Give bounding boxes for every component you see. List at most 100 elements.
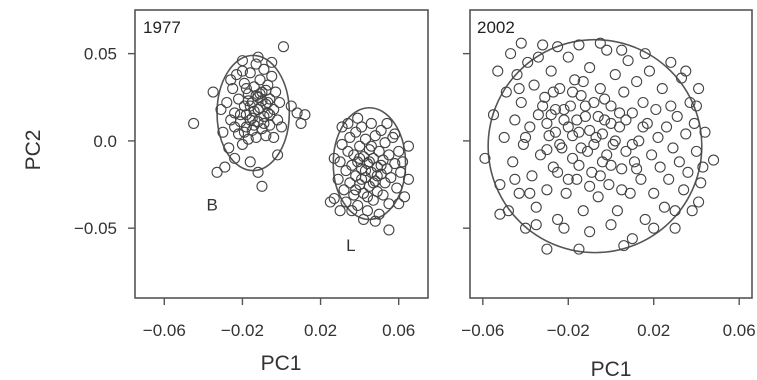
data-point <box>628 156 641 168</box>
point-layer <box>479 37 720 255</box>
data-point <box>637 121 649 133</box>
data-point <box>637 96 649 109</box>
data-point <box>707 154 720 166</box>
data-point <box>695 177 707 189</box>
data-point <box>626 233 638 245</box>
data-point <box>352 199 364 212</box>
data-point <box>648 222 660 234</box>
data-point <box>607 138 619 150</box>
data-point <box>541 144 553 156</box>
data-point <box>207 86 219 98</box>
data-point <box>584 62 596 74</box>
data-point <box>639 213 651 226</box>
data-point <box>494 178 506 191</box>
data-point <box>383 224 395 236</box>
data-point <box>556 142 568 154</box>
data-point <box>236 138 248 150</box>
data-point <box>399 191 411 203</box>
data-point <box>217 126 229 138</box>
data-point <box>633 135 645 147</box>
data-point <box>507 156 519 168</box>
data-point <box>669 205 681 217</box>
data-point <box>363 156 375 168</box>
data-point <box>513 187 525 199</box>
data-point <box>254 74 266 86</box>
data-point <box>575 142 587 154</box>
data-point <box>618 86 630 98</box>
data-point <box>631 76 643 88</box>
data-point <box>665 100 677 112</box>
y-axis <box>463 52 470 229</box>
data-point <box>336 121 348 133</box>
data-point <box>613 107 626 119</box>
data-point <box>511 69 523 81</box>
data-point <box>260 84 272 96</box>
data-point <box>605 159 617 171</box>
data-point <box>594 170 606 182</box>
data-point <box>605 219 617 231</box>
x-tick-label: 0.06 <box>723 321 756 340</box>
data-point <box>252 51 264 63</box>
data-point <box>599 114 611 126</box>
data-point <box>244 156 256 168</box>
data-point <box>479 152 491 164</box>
data-point <box>562 121 574 133</box>
data-point <box>605 117 617 130</box>
data-point <box>346 159 358 171</box>
data-point <box>357 213 370 226</box>
panel-title: 2002 <box>477 18 515 37</box>
data-point <box>517 138 529 150</box>
data-point <box>522 56 534 68</box>
data-point <box>291 107 303 119</box>
data-point <box>639 48 651 60</box>
x-axis: −0.06 −0.02 0.02 0.06 <box>143 298 415 340</box>
data-point <box>328 152 340 164</box>
data-point <box>299 109 311 121</box>
data-point <box>340 165 352 177</box>
data-point <box>264 109 276 121</box>
data-point <box>601 149 613 161</box>
data-point <box>626 107 638 119</box>
data-point <box>541 184 553 196</box>
data-point <box>375 159 387 171</box>
data-point <box>240 121 252 133</box>
x-tick-label: −0.06 <box>143 321 186 340</box>
data-point <box>232 93 245 105</box>
data-point <box>603 178 615 191</box>
data-point <box>571 173 583 185</box>
data-point <box>509 114 521 126</box>
data-point <box>592 110 604 123</box>
data-point <box>552 41 564 53</box>
data-point <box>377 189 389 201</box>
data-point <box>573 243 585 255</box>
data-point <box>686 205 698 217</box>
data-point <box>229 121 241 133</box>
data-point <box>332 173 344 185</box>
x-tick-label: −0.02 <box>221 321 264 340</box>
data-point <box>252 166 264 178</box>
data-point <box>622 55 634 67</box>
data-point <box>258 110 270 123</box>
data-point <box>393 145 405 157</box>
data-point <box>505 48 517 60</box>
x-tick-label: −0.06 <box>461 321 504 340</box>
annotation-layer: BL <box>206 196 355 255</box>
data-point <box>524 121 536 133</box>
data-point <box>242 95 254 107</box>
data-point <box>609 135 621 147</box>
x-axis-label: PC1 <box>591 358 632 380</box>
confidence-ellipse <box>487 38 703 254</box>
data-point <box>584 124 596 136</box>
data-point <box>273 96 286 109</box>
data-point <box>402 173 415 185</box>
data-point <box>532 51 544 63</box>
data-point <box>571 114 583 126</box>
x-axis: −0.06 −0.02 0.02 0.06 <box>461 298 756 340</box>
data-point <box>354 152 366 164</box>
data-point <box>338 184 350 196</box>
data-point <box>342 145 354 157</box>
data-point <box>365 117 377 130</box>
data-point <box>682 166 694 178</box>
x-tick-label: 0.02 <box>304 321 337 340</box>
data-point <box>397 156 409 168</box>
